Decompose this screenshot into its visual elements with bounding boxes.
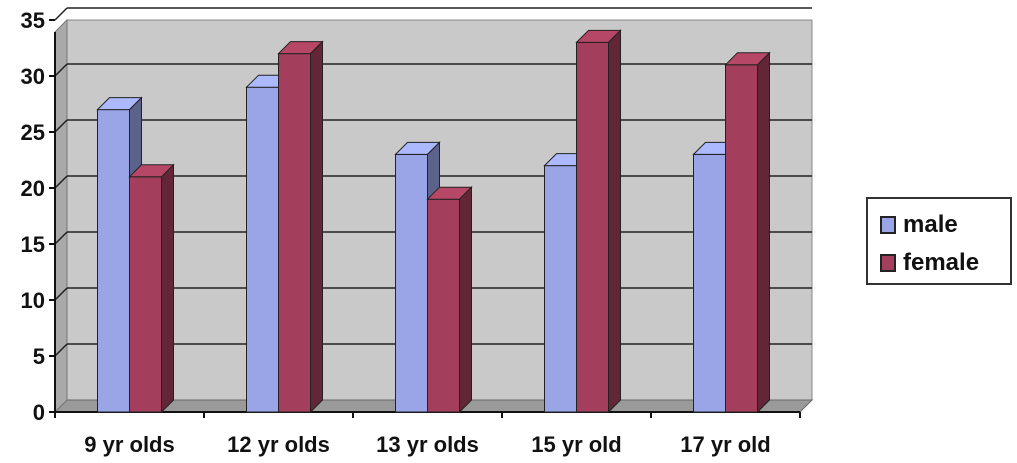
legend-swatch-male — [880, 216, 896, 234]
gridline-depth — [54, 343, 68, 357]
gridline-depth — [54, 287, 68, 301]
gridline-depth — [54, 63, 68, 77]
bar-male-3 — [544, 165, 577, 413]
x-category-label: 12 yr olds — [227, 432, 330, 457]
bar-female-1 — [278, 53, 311, 413]
bar-female-3-side — [608, 29, 621, 414]
y-tick-label: 0 — [33, 400, 45, 425]
gridline-depth — [54, 231, 68, 245]
bar-male-2 — [395, 153, 428, 413]
gridline-depth — [54, 175, 68, 189]
legend-swatch-female — [880, 254, 896, 272]
gridline-depth — [54, 119, 68, 133]
bar-male-0 — [97, 109, 130, 413]
y-tick-label: 25 — [21, 120, 45, 145]
y-tick-label: 35 — [21, 8, 45, 33]
bar-female-4-side — [757, 51, 770, 414]
bar-female-2-side — [459, 185, 472, 414]
y-tick-label: 20 — [21, 176, 45, 201]
x-category-label: 15 yr old — [531, 432, 621, 457]
legend-label-male: male — [903, 211, 958, 238]
legend-item-male: male — [880, 211, 958, 239]
y-tick-label: 10 — [21, 288, 45, 313]
legend-item-female: female — [880, 249, 979, 277]
bar-male-4 — [693, 153, 726, 413]
x-category-label: 9 yr olds — [84, 432, 174, 457]
x-category-label: 17 yr old — [680, 432, 770, 457]
x-category-label: 13 yr olds — [376, 432, 479, 457]
legend-label-female: female — [903, 249, 980, 276]
y-tick-label: 30 — [21, 64, 45, 89]
bar-female-1-side — [310, 40, 323, 414]
y-tick-label: 5 — [33, 344, 45, 369]
bar-female-0 — [129, 176, 162, 413]
chart-legend: male female — [866, 197, 1012, 285]
bar-female-4 — [725, 64, 758, 413]
bar-male-1 — [246, 86, 279, 413]
bar-female-2 — [427, 198, 460, 413]
bar-female-3 — [576, 41, 609, 413]
bar-female-0-side — [161, 163, 174, 414]
y-tick-label: 15 — [21, 232, 45, 257]
gridline-depth — [54, 7, 68, 21]
